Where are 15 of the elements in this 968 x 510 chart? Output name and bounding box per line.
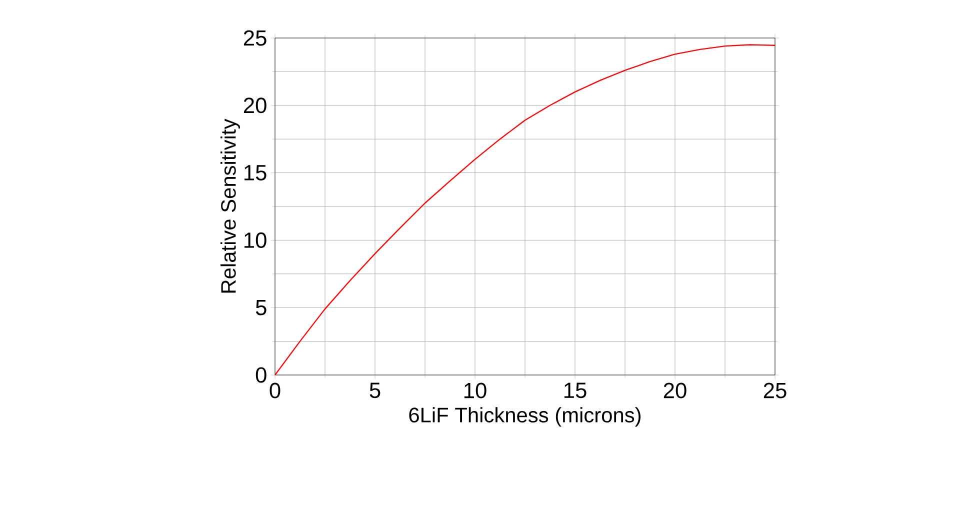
y-axis-title: Relative Sensitivity — [220, 118, 240, 293]
y-tick-label: 25 — [244, 30, 266, 46]
x-tick-label: 5 — [370, 382, 380, 398]
x-tick-label: 10 — [464, 382, 486, 398]
x-tick-label: 25 — [764, 382, 786, 398]
y-tick-label: 5 — [256, 300, 266, 316]
y-tick-label: 0 — [256, 367, 266, 383]
y-tick-label: 10 — [244, 232, 266, 248]
x-tick-label: 0 — [270, 382, 280, 398]
x-axis-title: 6LiF Thickness (microns) — [409, 407, 641, 427]
y-tick-label: 20 — [244, 98, 266, 114]
x-tick-label: 15 — [564, 382, 586, 398]
line-series — [275, 44, 776, 375]
x-tick-label: 20 — [664, 382, 686, 398]
y-tick-label: 15 — [244, 165, 266, 180]
